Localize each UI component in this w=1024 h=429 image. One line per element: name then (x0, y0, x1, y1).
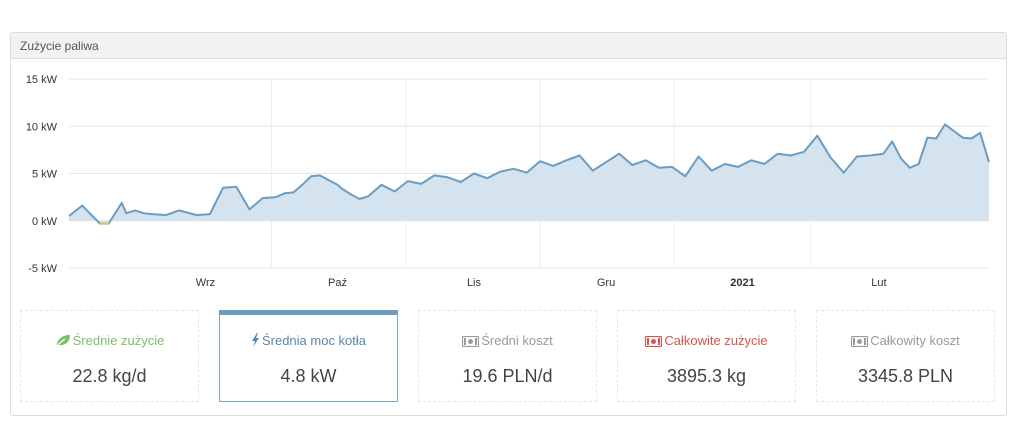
money-icon (851, 336, 869, 347)
y-tick-label: 0 kW (32, 216, 58, 228)
y-tick-label: 5 kW (32, 169, 58, 181)
chart-svg: 15 kW 10 kW 5 kW 0 kW -5 kW Wrz Paź Lis Gru 2021 L… (26, 74, 990, 289)
tile-label: Średnie zużycie (72, 333, 165, 348)
y-tick-label: 15 kW (26, 74, 58, 86)
leaf-icon (55, 335, 70, 347)
tile-label: Całkowite zużycie (664, 333, 768, 348)
tile-label: Całkowity koszt (870, 333, 960, 348)
x-tick-label: 2021 (730, 277, 754, 289)
bolt-icon (251, 333, 259, 347)
tile-label: Średnia moc kotła (261, 333, 367, 348)
tile-value: 3895.3 kg (666, 366, 747, 386)
stats-tiles: Średnie zużycie 22.8 kg/d Średnia moc ko… (20, 310, 1000, 402)
tile-total-cost[interactable]: Całkowity koszt 3345.8 PLN (816, 310, 995, 402)
series-area (69, 124, 989, 224)
tile-value: 22.8 kg/d (72, 366, 147, 386)
tile-total-usage[interactable]: Całkowite zużycie 3895.3 kg (617, 310, 796, 402)
money-icon (462, 336, 480, 347)
fuel-usage-panel: Zużycie paliwa 15 kW 10 kW 5 kW 0 kW -5 kW Wr… (10, 32, 1007, 416)
money-icon (645, 336, 663, 347)
tile-value: 4.8 kW (280, 366, 337, 386)
tile-value: 19.6 PLN/d (462, 366, 553, 386)
y-tick-label: -5 kW (28, 263, 57, 275)
y-tick-label: 10 kW (26, 121, 58, 133)
x-tick-label: Gru (597, 277, 615, 289)
panel-title: Zużycie paliwa (11, 33, 1006, 59)
fuel-usage-chart: 15 kW 10 kW 5 kW 0 kW -5 kW Wrz Paź Lis Gru 2021 L… (11, 60, 1006, 300)
x-tick-label: Paź (328, 277, 347, 289)
tile-label: Średni koszt (481, 333, 553, 348)
tile-avg-usage[interactable]: Średnie zużycie 22.8 kg/d (20, 310, 199, 402)
tile-avg-cost[interactable]: Średni koszt 19.6 PLN/d (418, 310, 597, 402)
tile-value: 3345.8 PLN (857, 366, 954, 386)
x-tick-label: Lut (871, 277, 886, 289)
x-tick-label: Lis (467, 277, 482, 289)
tile-avg-power[interactable]: Średnia moc kotła 4.8 kW (219, 310, 398, 402)
x-tick-label: Wrz (196, 277, 215, 289)
series-line (68, 123, 990, 225)
